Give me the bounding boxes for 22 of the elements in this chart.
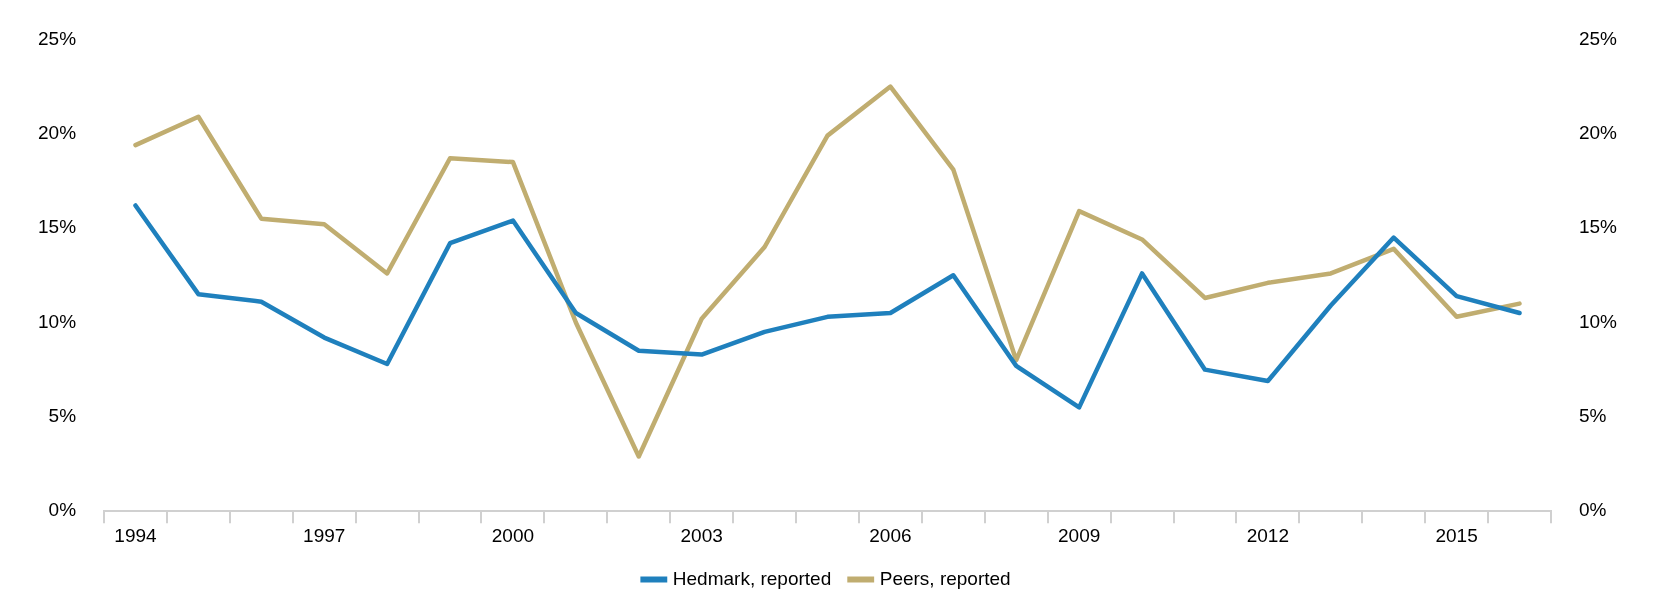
- x-tick-label: 2006: [869, 524, 912, 546]
- y2-tick-label: 25%: [1578, 27, 1618, 49]
- y-tick-label: 25%: [38, 27, 77, 49]
- y-tick-label: 15%: [38, 216, 77, 238]
- x-tick-label: 1994: [114, 524, 158, 546]
- y-tick-label: 0%: [48, 499, 77, 521]
- x-tick-label: 2015: [1435, 524, 1478, 546]
- y-tick-label: 20%: [38, 121, 77, 143]
- y2-tick-label: 20%: [1578, 121, 1618, 143]
- legend-label: Peers, reported: [879, 567, 1011, 589]
- y2-tick-label: 10%: [1578, 310, 1618, 332]
- x-tick-label: 2012: [1246, 524, 1290, 546]
- x-tick-label: 2000: [491, 524, 535, 546]
- y2-tick-label: 0%: [1578, 499, 1607, 521]
- y-tick-label: 5%: [48, 405, 77, 427]
- legend-label: Hedmark, reported: [672, 567, 832, 589]
- y-tick-label: 10%: [38, 310, 77, 332]
- x-tick-label: 1997: [303, 524, 346, 546]
- y2-tick-label: 15%: [1578, 216, 1618, 238]
- y2-tick-label: 5%: [1578, 405, 1607, 427]
- x-tick-label: 2009: [1058, 524, 1101, 546]
- x-tick-label: 2003: [680, 524, 723, 546]
